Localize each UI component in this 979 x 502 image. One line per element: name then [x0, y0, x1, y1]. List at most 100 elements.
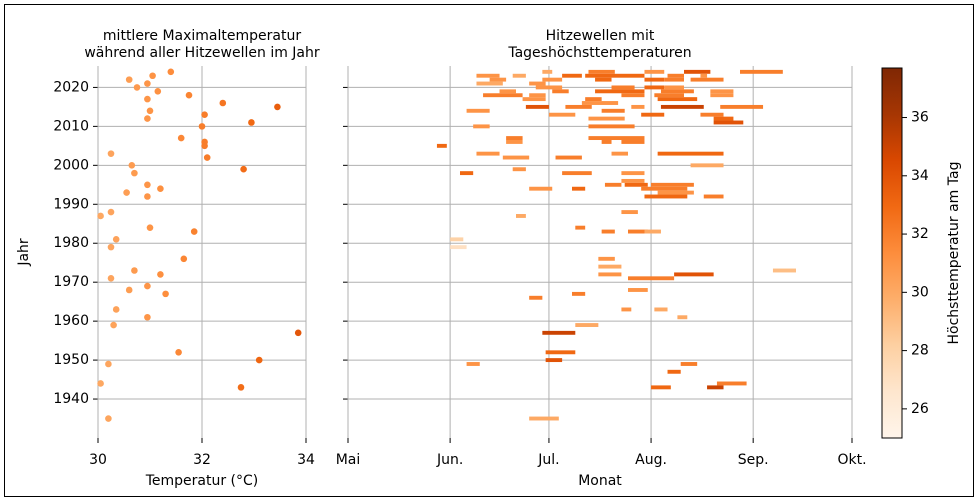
heat-wave [552, 89, 569, 94]
point [248, 119, 255, 126]
point [107, 208, 115, 216]
heat-wave [483, 93, 523, 98]
heat-wave [703, 194, 724, 199]
heat-wave [565, 104, 592, 109]
point [105, 415, 112, 422]
point [112, 236, 120, 243]
heat-wave [628, 229, 648, 234]
point [144, 80, 151, 87]
heat-wave [585, 73, 645, 78]
heat-wave [710, 93, 734, 98]
point [219, 99, 227, 107]
heat-wave [535, 85, 563, 90]
heat-wave [512, 73, 526, 78]
heat-wave [720, 104, 764, 109]
heat-wave [644, 77, 665, 82]
point [146, 107, 154, 115]
heat-wave [525, 104, 549, 109]
heat-wave [512, 167, 526, 172]
heat-wave [657, 190, 694, 195]
point [198, 123, 206, 130]
heat-wave [621, 210, 638, 215]
heat-wave [624, 182, 648, 187]
y-tick-label: 2000 [53, 157, 89, 173]
heat-wave [581, 101, 619, 105]
heat-wave [660, 89, 694, 94]
point [237, 384, 245, 391]
heat-wave [674, 272, 714, 277]
heat-wave [450, 237, 464, 242]
y-tick-label: 2010 [53, 118, 89, 134]
chart-title: während aller Hitzewellen im Jahr [84, 45, 320, 61]
heat-wave [529, 186, 553, 191]
colorbar-tick-label: 36 [911, 110, 929, 126]
heat-wave [657, 97, 698, 102]
y-tick-label: 1970 [53, 274, 89, 290]
heat-wave [651, 385, 671, 390]
point [107, 274, 115, 282]
heat-wave [506, 136, 523, 141]
heat-wave [473, 124, 490, 129]
heat-wave [588, 136, 645, 141]
point [167, 68, 175, 76]
y-tick-label: 2020 [53, 79, 89, 95]
colorbar [881, 67, 903, 439]
x-axis-label: Temperatur (°C) [145, 473, 259, 489]
point [154, 88, 162, 95]
x-tick-label: Okt. [837, 452, 866, 468]
point [133, 84, 141, 91]
heat-wave [601, 140, 612, 144]
heat-wave [654, 93, 684, 98]
x-tick-label: 32 [193, 452, 211, 468]
heat-wave [476, 81, 503, 86]
heat-wave [667, 369, 681, 374]
point [149, 72, 156, 80]
chart-title: mittlere Maximaltemperatur [103, 28, 301, 44]
point [201, 142, 208, 150]
heat-wave [562, 73, 582, 78]
heat-wave [595, 89, 645, 94]
heat-wave [611, 85, 635, 90]
y-tick-label: 1980 [53, 235, 89, 251]
heat-wave [542, 69, 553, 74]
heat-wave [657, 151, 724, 156]
heat-wave [667, 73, 684, 78]
heat-wave [644, 69, 665, 74]
heat-wave [621, 93, 645, 98]
heat-wave [466, 362, 480, 366]
heat-wave [621, 171, 645, 176]
heat-wave [651, 182, 694, 187]
heat-wave [562, 171, 592, 176]
heat-wave [548, 112, 576, 117]
heat-wave [740, 69, 783, 74]
point [185, 91, 193, 99]
point [131, 267, 138, 274]
heat-wave [772, 268, 796, 273]
heat-wave [664, 77, 684, 82]
heat-wave [677, 315, 688, 320]
x-tick-label: Jul. [537, 452, 559, 468]
heat-wave [499, 89, 516, 94]
heat-wave [664, 85, 684, 90]
heat-wave [542, 330, 576, 335]
heat-wave [522, 97, 546, 102]
colorbar-label: Höchsttemperatur am Tag [946, 162, 962, 345]
heat-wave [660, 104, 704, 109]
heat-wave [476, 73, 500, 78]
heat-wave [545, 350, 576, 355]
point [97, 212, 104, 220]
heat-wave [641, 186, 688, 191]
point [203, 154, 211, 161]
point [274, 103, 281, 111]
point [144, 115, 151, 122]
point [144, 193, 151, 200]
y-tick-label: 1960 [53, 313, 89, 329]
heat-wave [628, 288, 648, 292]
point [123, 189, 130, 196]
point [162, 290, 169, 298]
heat-wave [542, 77, 563, 82]
heat-wave [621, 140, 645, 144]
colorbar-tick-label: 32 [911, 226, 929, 242]
point [144, 181, 151, 189]
